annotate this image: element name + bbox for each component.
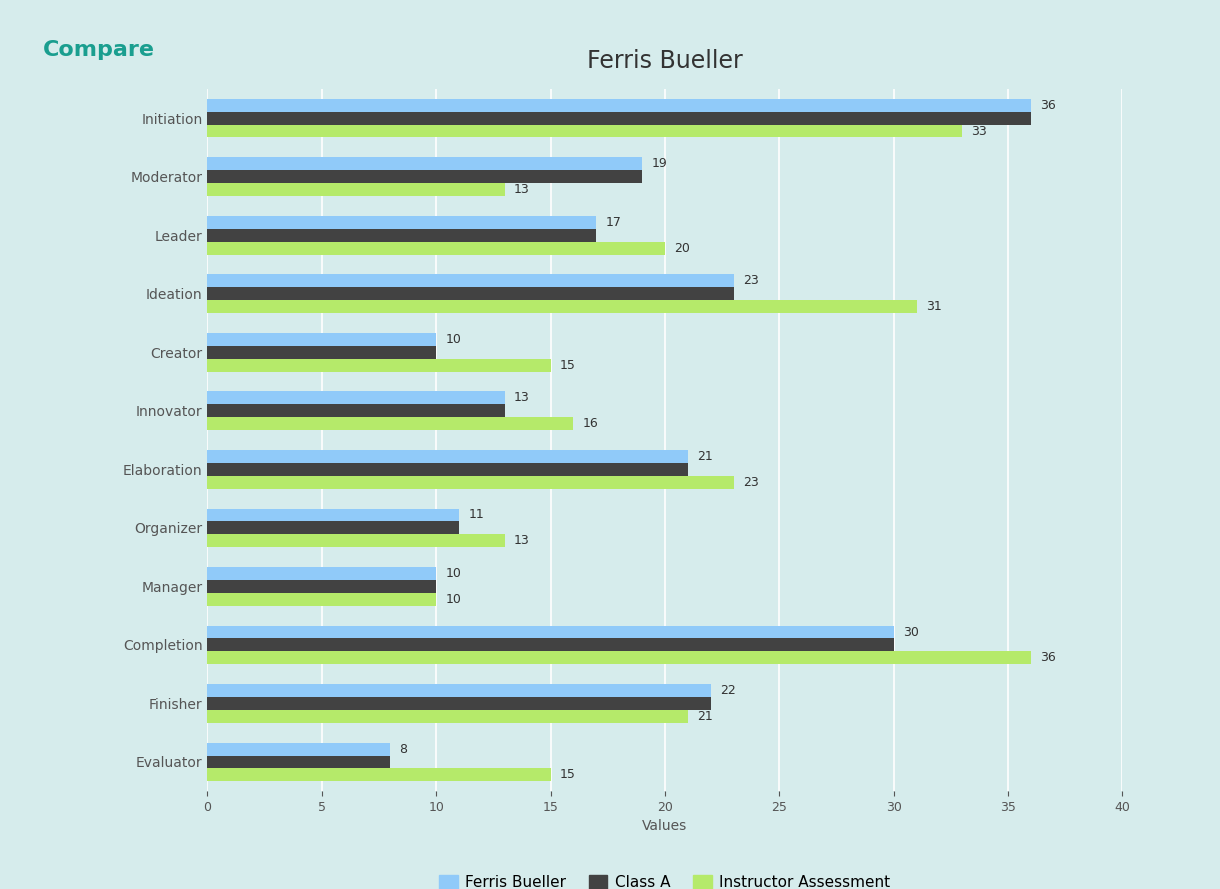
Bar [207, 124, 963, 138]
Bar [207, 333, 437, 346]
Bar [207, 216, 597, 228]
Bar [207, 183, 505, 196]
Bar [207, 580, 437, 593]
Bar [207, 157, 642, 171]
Text: 10: 10 [445, 593, 461, 605]
Bar [207, 242, 665, 254]
Text: 13: 13 [514, 391, 529, 404]
Text: 30: 30 [903, 626, 919, 638]
Bar [207, 450, 688, 463]
Bar [207, 275, 733, 287]
Text: 8: 8 [400, 742, 407, 756]
Text: 10: 10 [445, 567, 461, 580]
Bar [207, 756, 390, 768]
Bar [207, 522, 459, 534]
Text: 15: 15 [560, 768, 576, 781]
Text: 13: 13 [514, 534, 529, 548]
Bar [207, 652, 1031, 664]
Text: 13: 13 [514, 183, 529, 196]
Text: 21: 21 [697, 709, 712, 723]
Bar [207, 709, 688, 723]
Bar [207, 287, 733, 300]
Title: Ferris Bueller: Ferris Bueller [587, 49, 743, 73]
Bar [207, 626, 893, 638]
Text: 31: 31 [926, 300, 942, 313]
Text: 19: 19 [651, 157, 667, 171]
Text: 11: 11 [468, 509, 484, 522]
Bar [207, 463, 688, 476]
X-axis label: Values: Values [642, 820, 688, 834]
Bar [207, 476, 733, 489]
Text: 36: 36 [1041, 652, 1055, 664]
Bar [207, 534, 505, 547]
Text: 10: 10 [445, 332, 461, 346]
Bar [207, 697, 711, 709]
Bar [207, 638, 893, 652]
Bar [207, 300, 916, 313]
Text: 15: 15 [560, 358, 576, 372]
Bar [207, 346, 437, 358]
Bar [207, 99, 1031, 112]
Bar [207, 112, 1031, 124]
Bar [207, 391, 505, 404]
Bar [207, 768, 550, 781]
Bar [207, 171, 642, 183]
Bar [207, 228, 597, 242]
Bar [207, 593, 437, 605]
Text: 23: 23 [743, 476, 759, 489]
Bar [207, 742, 390, 756]
Text: 16: 16 [583, 417, 598, 430]
Bar [207, 567, 437, 580]
Text: 17: 17 [605, 216, 621, 228]
Text: Compare: Compare [43, 40, 155, 60]
Legend: Ferris Bueller, Class A, Instructor Assessment: Ferris Bueller, Class A, Instructor Asse… [433, 869, 897, 889]
Bar [207, 417, 573, 430]
Bar [207, 358, 550, 372]
Text: 22: 22 [720, 684, 736, 697]
Text: 23: 23 [743, 275, 759, 287]
Bar [207, 509, 459, 522]
Bar [207, 685, 711, 697]
Text: 36: 36 [1041, 99, 1055, 112]
Text: 21: 21 [697, 450, 712, 463]
Text: 33: 33 [971, 124, 987, 138]
Text: 20: 20 [675, 242, 691, 254]
Bar [207, 404, 505, 417]
